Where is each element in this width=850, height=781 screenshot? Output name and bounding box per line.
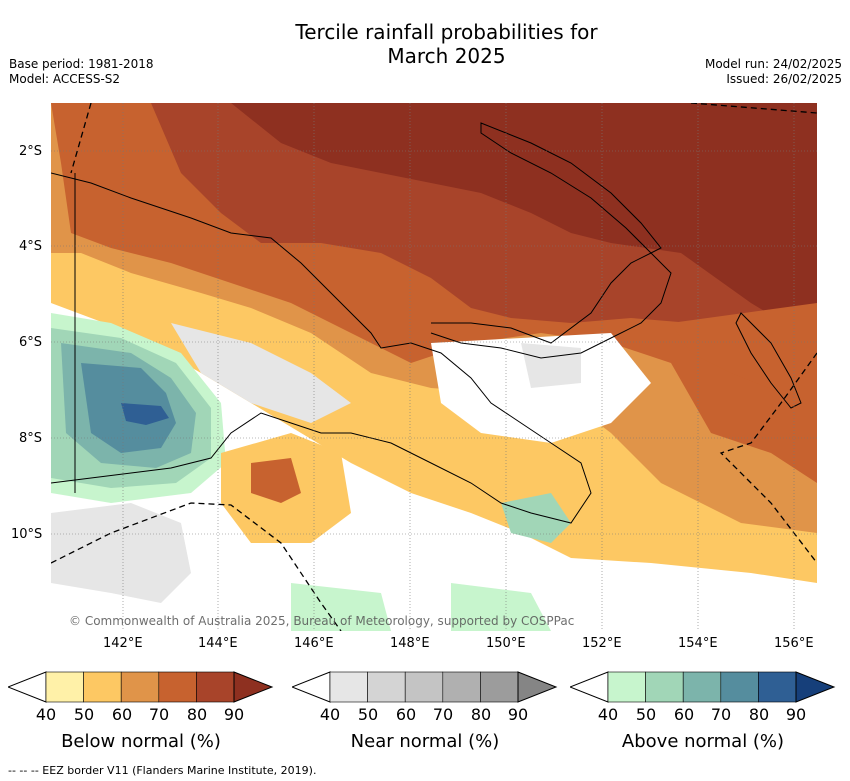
colorbar-below-tick: 90: [223, 705, 245, 724]
colorbar-near-normal: [292, 671, 558, 703]
colorbar-near-tick: 70: [432, 705, 454, 724]
above-normal-bottom-east: [451, 583, 551, 631]
below-normal-southeast: [671, 303, 817, 403]
colorbar-above-tick: 70: [710, 705, 732, 724]
colorbar-segment: [442, 671, 481, 703]
model-name: Model: ACCESS-S2: [9, 72, 121, 86]
map-title: Tercile rainfall probabilities for March…: [200, 20, 693, 68]
colorbar-segment: [120, 671, 160, 703]
colorbar-near-tick: 80: [470, 705, 492, 724]
colorbar-near-title: Near normal (%): [350, 731, 500, 752]
colorbar-below-title: Below normal (%): [61, 731, 221, 752]
colorbar-near-tick: 90: [507, 705, 529, 724]
colorbar-below-tick: 50: [73, 705, 95, 724]
eez-border-east: [690, 103, 817, 564]
coastline-new-ireland: [480, 122, 662, 254]
near-normal-grey-west: [171, 323, 351, 423]
title-line-2: March 2025: [387, 44, 506, 68]
near-normal-central: [431, 333, 651, 443]
above-normal-southeast: [501, 493, 571, 543]
colorbar-segment: [682, 671, 722, 703]
colorbar-above-tick: 40: [597, 705, 619, 724]
coastline-new-guinea: [51, 172, 592, 524]
lon-label-152e: 152°E: [582, 636, 622, 651]
lat-label-4s: 4°S: [19, 239, 43, 254]
lat-label-6s: 6°S: [19, 335, 43, 350]
colorbar-below-tick: 70: [148, 705, 170, 724]
lon-label-144e: 144°E: [198, 636, 238, 651]
colorbar-above-tick: 90: [785, 705, 807, 724]
copyright-notice: © Commonwealth of Australia 2025, Bureau…: [69, 614, 575, 628]
colorbar-below-tick: 60: [111, 705, 133, 724]
coastline-bougainville: [735, 312, 802, 409]
colorbar-near-max-arrow: [517, 671, 558, 703]
colorbar-segment: [45, 671, 84, 703]
colorbar-below-tick: 40: [35, 705, 57, 724]
colorbar-near-tick: 60: [395, 705, 417, 724]
colorbar-segment: [480, 671, 519, 703]
colorbar-segment: [83, 671, 122, 703]
eez-footer-note: -- -- -- EEZ border V11 (Flanders Marine…: [8, 764, 317, 777]
lon-label-156e: 156°E: [774, 636, 814, 651]
model-info: Base period: 1981-2018 Model: ACCESS-S2: [9, 57, 154, 87]
lon-label-154e: 154°E: [678, 636, 718, 651]
colorbar-below-normal: [8, 671, 274, 703]
colorbar-below-tick: 80: [186, 705, 208, 724]
lon-label-142e: 142°E: [103, 636, 143, 651]
base-period: Base period: 1981-2018: [9, 57, 154, 71]
colorbar-segment: [720, 671, 759, 703]
eez-border-north: [70, 103, 92, 174]
below-normal-south-blob-70: [251, 458, 301, 503]
lat-label-8s: 8°S: [19, 431, 43, 446]
colorbar-below-max-arrow: [233, 671, 274, 703]
lon-label-148e: 148°E: [390, 636, 430, 651]
colorbar-near-tick: 40: [319, 705, 341, 724]
colorbar-above-min-arrow: [570, 671, 609, 703]
colorbar-near-min-arrow: [292, 671, 331, 703]
near-normal-grey-east: [521, 343, 581, 388]
colorbar-segment: [607, 671, 646, 703]
rainfall-probability-map: [51, 103, 817, 631]
lon-label-146e: 146°E: [294, 636, 334, 651]
model-run: Model run: 24/02/2025: [704, 57, 842, 71]
colorbar-above-title: Above normal (%): [621, 731, 785, 752]
run-info: Model run: 24/02/2025 Issued: 26/02/2025: [705, 57, 842, 87]
colorbar-segment: [329, 671, 368, 703]
title-line-1: Tercile rainfall probabilities for: [295, 20, 598, 44]
near-normal-grey-south: [51, 503, 191, 603]
colorbar-above-tick: 50: [635, 705, 657, 724]
colorbar-segment: [158, 671, 197, 703]
lat-label-2s: 2°S: [19, 144, 43, 159]
issued-date: Issued: 26/02/2025: [726, 72, 842, 86]
colorbar-segment: [196, 671, 235, 703]
colorbar-segment: [404, 671, 444, 703]
colorbar-near-segments: [329, 671, 519, 703]
above-normal-bottom: [291, 583, 391, 631]
lat-label-10s: 10°S: [11, 527, 43, 542]
graticule: [51, 103, 817, 631]
colorbar-segment: [367, 671, 406, 703]
colorbar-above-segments: [607, 671, 797, 703]
colorbar-near-tick: 50: [357, 705, 379, 724]
eez-border-south-west: [51, 502, 342, 631]
above-normal-region-90: [121, 403, 169, 425]
colorbar-above-tick: 80: [748, 705, 770, 724]
colorbar-below-min-arrow: [8, 671, 47, 703]
colorbar-segment: [645, 671, 684, 703]
colorbar-above-tick: 60: [673, 705, 695, 724]
colorbar-below-segments: [45, 671, 235, 703]
colorbar-above-max-arrow: [795, 671, 836, 703]
coastline-new-britain: [430, 252, 672, 359]
colorbar-above-normal: [570, 671, 836, 703]
colorbar-segment: [758, 671, 797, 703]
below-normal-region-90: [231, 103, 817, 343]
lon-label-150e: 150°E: [486, 636, 526, 651]
